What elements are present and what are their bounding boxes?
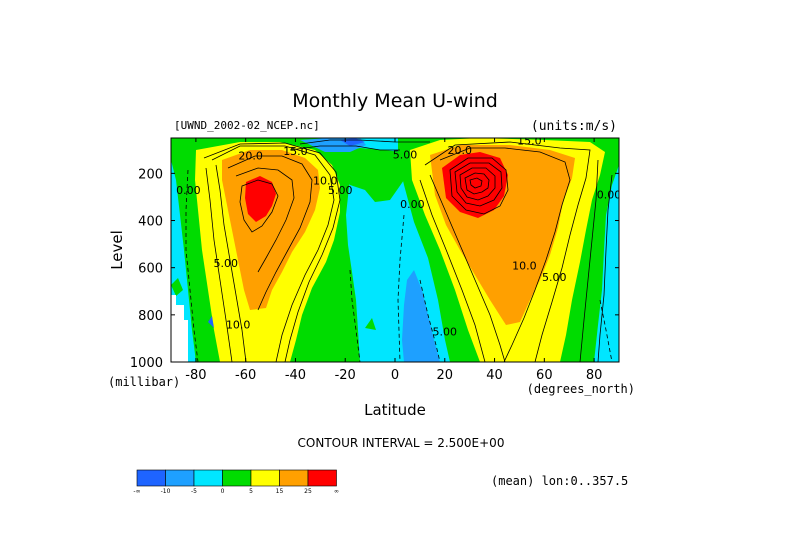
colorbar-label: -10 <box>161 488 171 495</box>
colorbar-label: 0 <box>221 488 225 495</box>
colorbar-swatch <box>279 469 309 487</box>
colorbar-swatch <box>222 469 252 487</box>
contour-line <box>429 174 506 362</box>
fill-weak-positive-tropics <box>330 148 404 202</box>
contour-interval: CONTOUR INTERVAL = 2.500E+00 <box>298 436 505 450</box>
contour-line-negative <box>599 299 613 362</box>
contour-line-negative <box>419 279 441 362</box>
contour-line <box>579 159 599 362</box>
contour-line <box>299 139 430 145</box>
contour-label: 20.0 <box>238 150 263 163</box>
y-tick-label: 1000 <box>130 356 163 371</box>
y-tick-label: 600 <box>138 262 163 277</box>
fill-missing <box>171 295 188 362</box>
contour-label: 0.00 <box>597 189 622 202</box>
x-tick-label: 40 <box>486 368 503 383</box>
fill-weak-positive-patch <box>365 318 376 330</box>
colorbar: -∞ -10 -5 0 5 15 25 ∞ <box>133 469 339 495</box>
chart-title: Monthly Mean U-wind <box>292 90 498 112</box>
y-tick-label: 400 <box>138 215 163 230</box>
contour-label: 10.0 <box>313 174 338 187</box>
fill-jet-core-sh <box>245 176 276 222</box>
contour-line <box>205 167 233 362</box>
contour-line <box>211 145 335 362</box>
contour-line-negative <box>397 214 405 362</box>
x-tick-label: -80 <box>185 368 206 383</box>
contour-label: 0.00 <box>400 198 425 211</box>
colorbar-label: 5 <box>249 488 253 495</box>
colorbar-label: -∞ <box>133 488 140 495</box>
mean-note: (mean) lon:0..357.5 <box>491 474 628 488</box>
colorbar-label: -5 <box>191 488 197 495</box>
colorbar-swatch <box>165 469 195 487</box>
contour-line <box>203 142 341 362</box>
x-tick-label: 80 <box>586 368 603 383</box>
colorbar-swatch <box>250 469 280 487</box>
contour-line <box>235 167 295 273</box>
contour-line <box>464 172 490 195</box>
contour-label: 15.0 <box>283 145 308 158</box>
contour-line <box>239 179 279 233</box>
contour-line <box>227 155 313 311</box>
x-axis-label: Latitude <box>364 401 426 419</box>
x-tick-label: -60 <box>235 368 256 383</box>
dataset-label: [UWND_2002-02_NCEP.nc] <box>174 119 320 132</box>
contour-line <box>419 179 486 362</box>
contour-line <box>597 174 613 362</box>
contour-label: 5.00 <box>393 149 418 162</box>
contour-label: 0.00 <box>176 184 201 197</box>
contour-label: 15.0 <box>517 134 542 147</box>
colorbar-label: 25 <box>304 488 312 495</box>
colorbar-swatch <box>136 469 166 487</box>
contour-line <box>215 164 247 362</box>
contour-line-negative <box>349 269 361 362</box>
x-tick-label: 0 <box>391 368 399 383</box>
contour-line <box>449 157 509 215</box>
contour-line <box>289 145 400 151</box>
contour-line <box>459 167 496 201</box>
fill-weak-positive-patch <box>171 278 183 296</box>
units-label: (units:m/s) <box>531 119 617 134</box>
x-tick-label: 60 <box>536 368 553 383</box>
y-axis: 200 400 600 800 1000 <box>130 167 619 371</box>
x-tick-label: 20 <box>437 368 454 383</box>
colorbar-swatch <box>307 469 337 487</box>
colorbar-label: ∞ <box>334 488 339 495</box>
y-tick-label: 200 <box>138 167 163 182</box>
contour-line-negative <box>185 169 199 362</box>
contour-line <box>439 147 571 362</box>
contour-label: 10.0 <box>512 259 537 272</box>
fill-negative-tropics <box>402 270 440 362</box>
x-axis: -80 -60 -40 -20 0 20 40 60 80 <box>185 138 602 383</box>
x-tick-label: -40 <box>285 368 306 383</box>
colorbar-label: 15 <box>276 488 284 495</box>
colorbar-swatch <box>193 469 223 487</box>
x-tick-label: -20 <box>335 368 356 383</box>
contour-label: 5.00 <box>542 271 567 284</box>
contour-label: 5.00 <box>328 184 353 197</box>
contour-line <box>469 177 483 189</box>
fill-negative-strong-patch <box>208 316 214 328</box>
y-unit-label: (millibar) <box>108 375 180 389</box>
contour-label: 5.00 <box>214 257 239 270</box>
y-axis-label: Level <box>108 230 126 270</box>
contour-line <box>424 141 591 362</box>
y-tick-label: 800 <box>138 309 163 324</box>
contour-label: 20.0 <box>447 144 472 157</box>
x-unit-label: (degrees_north) <box>527 382 635 396</box>
contour-label: 5.00 <box>433 325 458 338</box>
contour-line <box>454 162 503 207</box>
contour-label: 10.0 <box>226 318 251 331</box>
